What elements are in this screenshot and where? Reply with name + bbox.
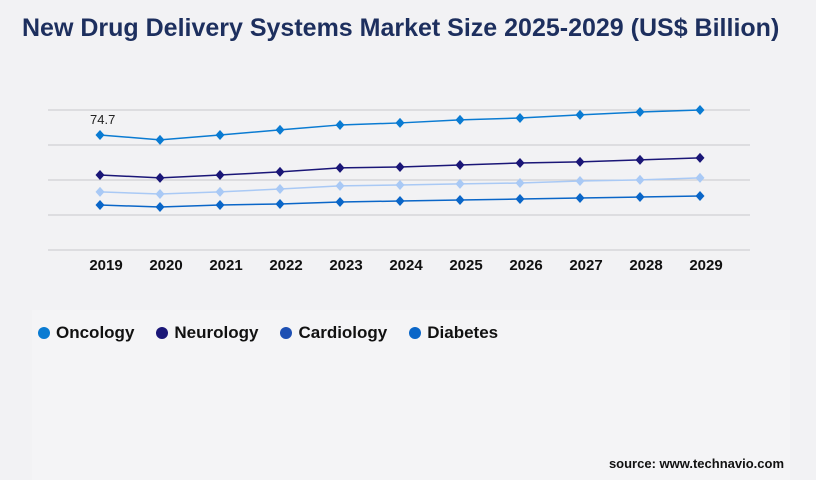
- data-point-neurology: [575, 156, 585, 167]
- data-point-cardiology: [575, 176, 585, 187]
- legend-marker: [409, 327, 422, 339]
- data-point-oncology: [635, 107, 645, 118]
- data-point-diabetes: [695, 190, 705, 201]
- data-point-oncology: [95, 129, 105, 140]
- x-tick-label: 2029: [689, 257, 722, 274]
- data-point-cardiology: [155, 188, 165, 199]
- data-point-oncology: [455, 114, 465, 125]
- x-tick-label: 2027: [569, 257, 602, 274]
- x-tick-label: 2022: [269, 257, 302, 274]
- data-point-oncology: [575, 109, 585, 120]
- data-point-diabetes: [95, 200, 105, 211]
- data-point-cardiology: [95, 186, 105, 197]
- legend-label: Oncology: [56, 323, 135, 342]
- data-point-cardiology: [395, 180, 405, 191]
- data-point-neurology: [695, 152, 705, 163]
- data-point-neurology: [275, 166, 285, 177]
- x-tick-label: 2021: [209, 257, 242, 274]
- x-tick-label: 2028: [629, 257, 662, 274]
- data-point-diabetes: [395, 196, 405, 207]
- legend-marker: [280, 327, 293, 339]
- legend: Oncology Neurology Cardiology Diabetes: [38, 323, 498, 343]
- x-tick-label: 2020: [149, 257, 182, 274]
- legend-item-oncology: Oncology: [38, 323, 134, 343]
- chart-title: New Drug Delivery Systems Market Size 20…: [22, 14, 780, 42]
- data-point-diabetes: [335, 196, 345, 207]
- data-point-neurology: [155, 172, 165, 183]
- data-point-cardiology: [335, 180, 345, 191]
- legend-marker: [38, 327, 50, 339]
- data-point-oncology: [335, 119, 345, 130]
- data-point-neurology: [455, 159, 465, 170]
- data-point-neurology: [95, 169, 105, 180]
- x-tick-label: 2024: [389, 257, 423, 274]
- data-point-diabetes: [515, 194, 525, 205]
- x-tick-label: 2019: [89, 257, 122, 274]
- data-point-diabetes: [215, 200, 225, 211]
- data-point-neurology: [635, 154, 645, 165]
- data-label: 74.7: [90, 112, 115, 127]
- data-point-cardiology: [275, 184, 285, 195]
- data-point-neurology: [395, 161, 405, 172]
- data-point-cardiology: [635, 174, 645, 185]
- data-point-cardiology: [215, 186, 225, 197]
- data-point-diabetes: [575, 192, 585, 203]
- legend-item-diabetes: Diabetes: [409, 323, 498, 343]
- legend-item-cardiology: Cardiology: [280, 323, 387, 343]
- data-point-oncology: [155, 134, 165, 145]
- x-tick-label: 2026: [509, 257, 542, 274]
- data-point-oncology: [215, 129, 225, 140]
- data-point-cardiology: [695, 172, 705, 183]
- data-point-oncology: [275, 124, 285, 135]
- legend-marker: [156, 327, 169, 339]
- data-point-diabetes: [455, 194, 465, 205]
- data-point-neurology: [215, 169, 225, 180]
- legend-label: Diabetes: [427, 323, 499, 342]
- data-point-cardiology: [515, 178, 525, 189]
- x-tick-label: 2025: [449, 257, 482, 274]
- data-point-diabetes: [275, 198, 285, 209]
- legend-item-neurology: Neurology: [156, 323, 258, 343]
- x-tick-label: 2023: [329, 257, 362, 274]
- data-point-oncology: [395, 117, 405, 128]
- data-point-oncology: [515, 113, 525, 124]
- data-point-diabetes: [635, 192, 645, 203]
- line-chart: 2019 2020 2021 2022 2023 2024 2025 2026 2027 2028…: [48, 105, 750, 274]
- data-point-diabetes: [155, 202, 165, 213]
- data-point-neurology: [335, 162, 345, 173]
- data-point-oncology: [695, 105, 705, 115]
- legend-label: Cardiology: [298, 323, 388, 342]
- data-point-neurology: [515, 157, 525, 168]
- legend-label: Neurology: [174, 323, 259, 342]
- data-point-cardiology: [455, 178, 465, 189]
- source-text: source: www.technavio.com: [608, 456, 784, 471]
